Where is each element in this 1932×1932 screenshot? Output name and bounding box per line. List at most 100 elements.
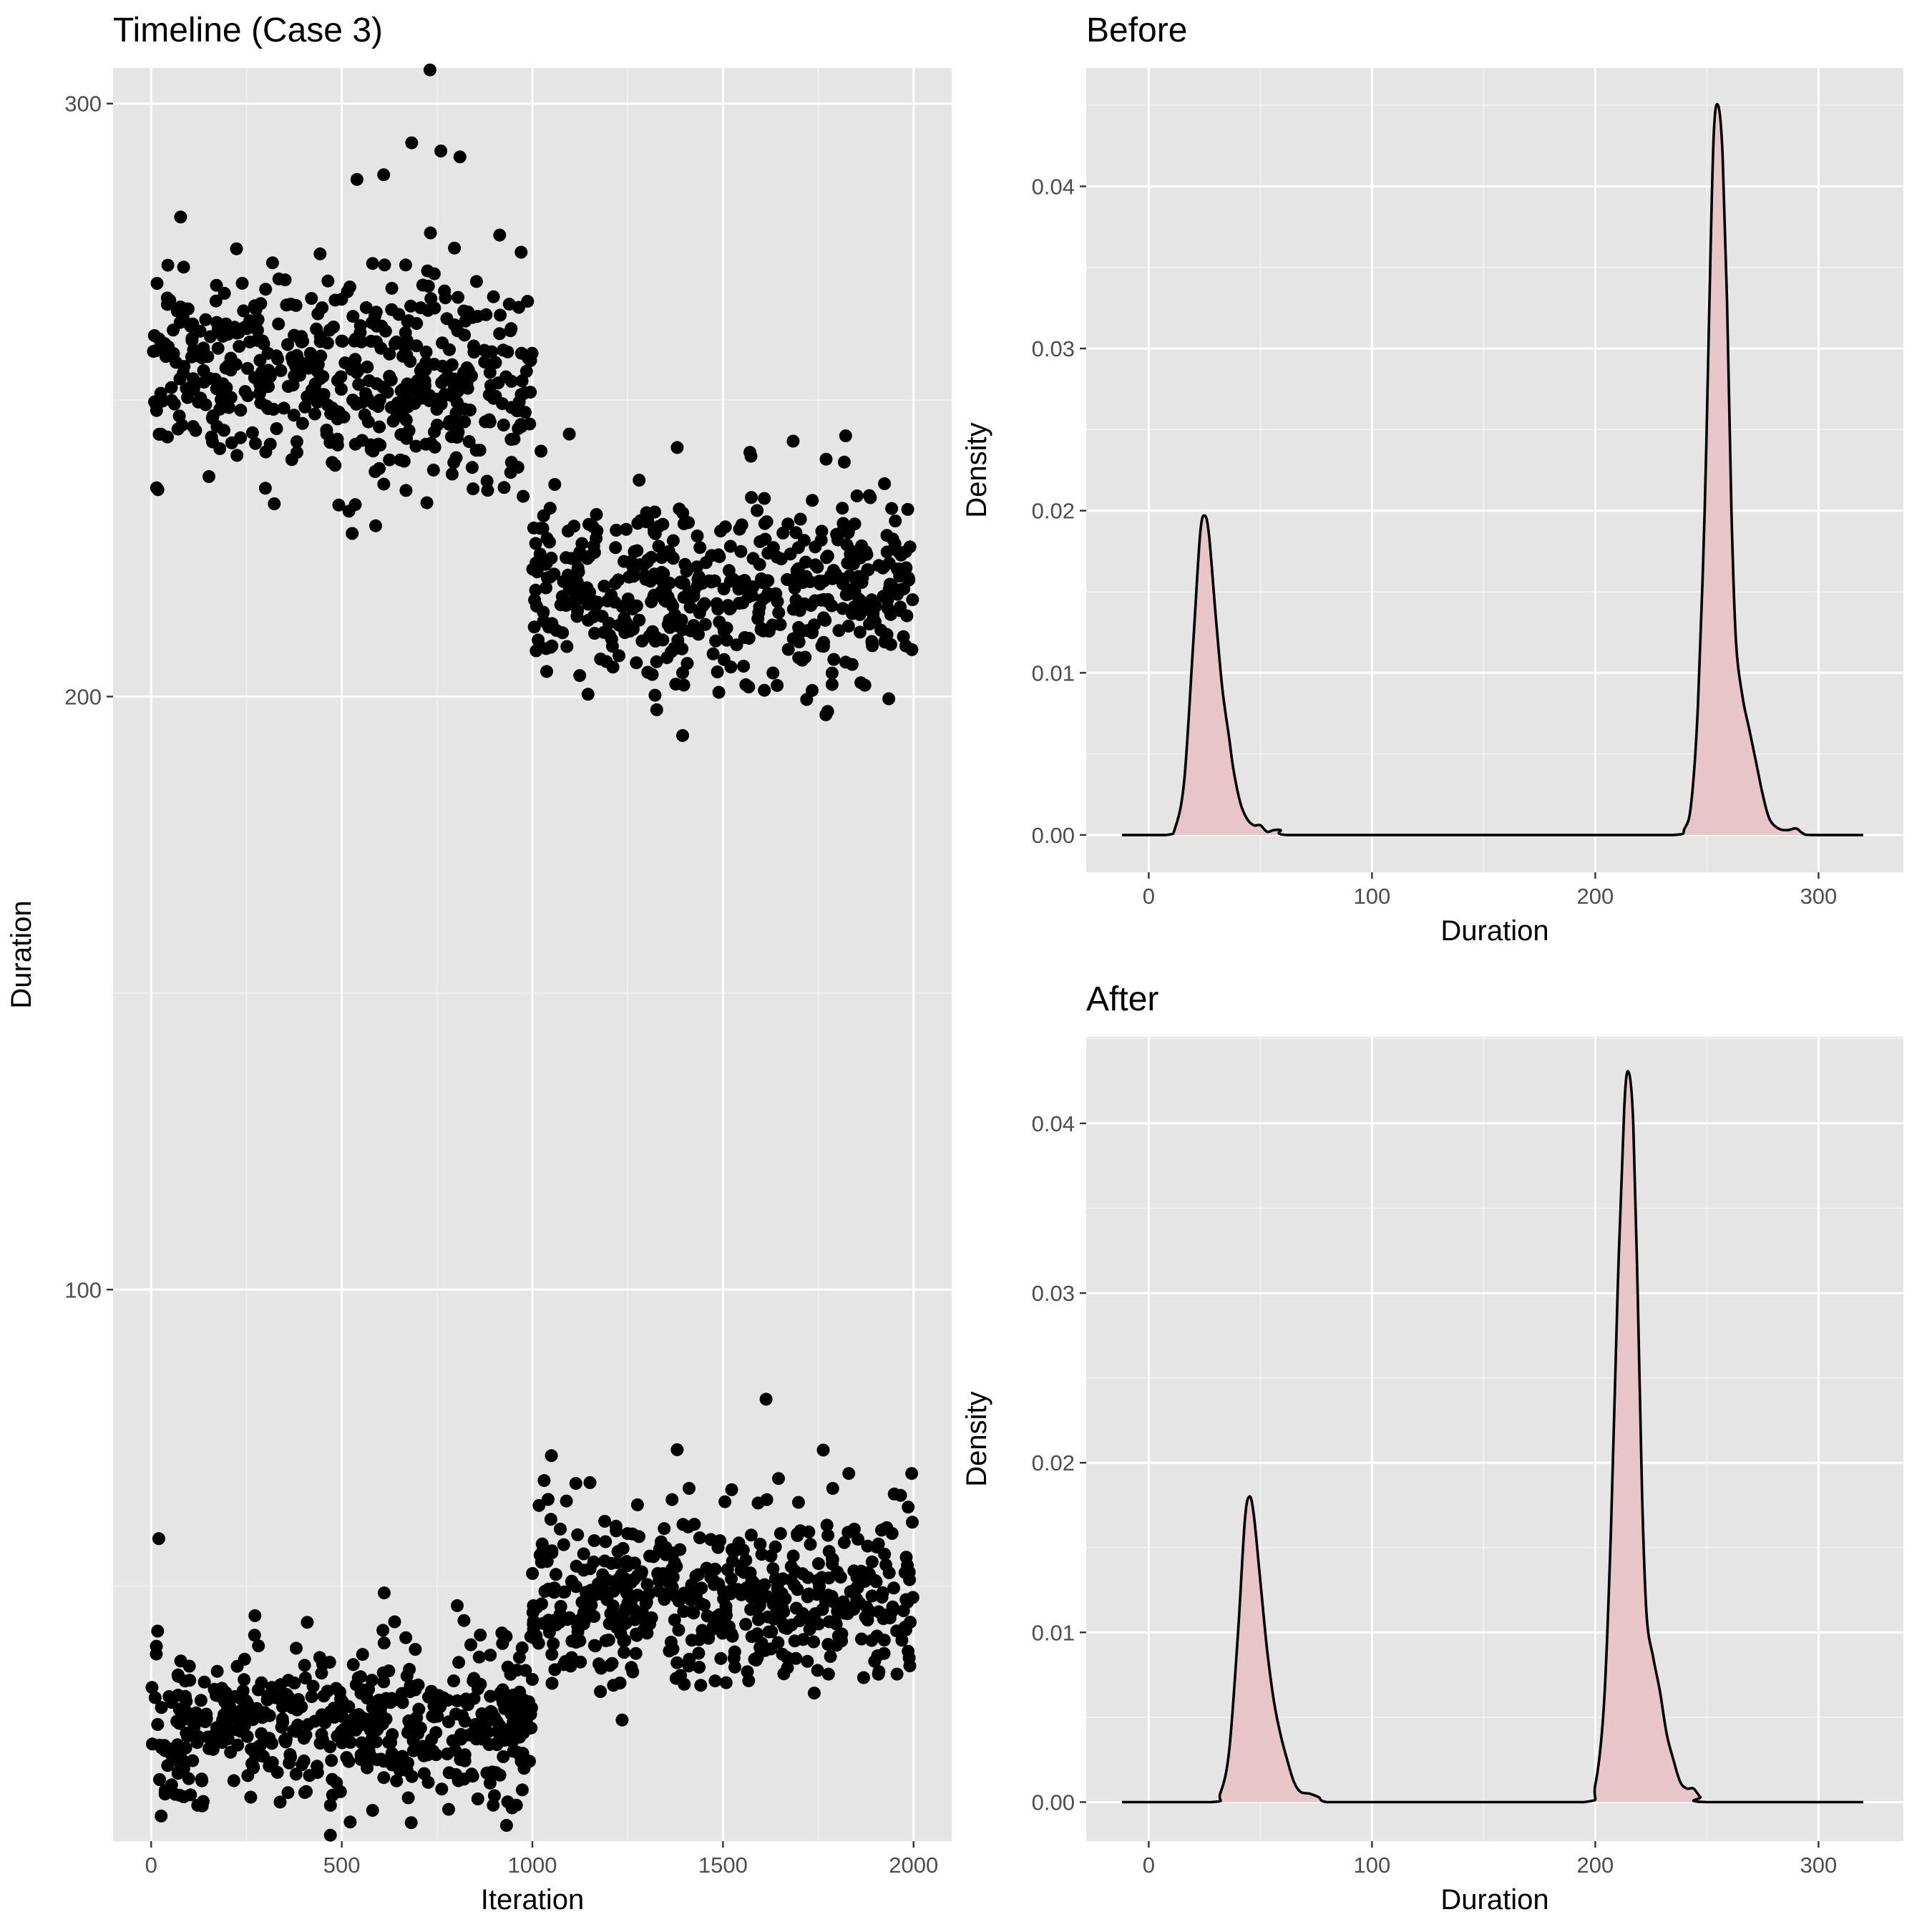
x-tick-label: 200 xyxy=(1577,884,1614,909)
scatter-point xyxy=(510,1712,524,1726)
scatter-point xyxy=(621,592,635,605)
scatter-point xyxy=(218,286,231,300)
scatter-point xyxy=(206,435,219,449)
scatter-point xyxy=(641,514,655,527)
scatter-point xyxy=(748,1652,761,1666)
scatter-point xyxy=(499,1630,513,1643)
scatter-point xyxy=(758,492,771,505)
scatter-point xyxy=(469,444,483,457)
scatter-point xyxy=(865,1634,879,1647)
scatter-point xyxy=(711,602,725,616)
scatter-point xyxy=(411,374,424,388)
scatter-point xyxy=(839,429,852,443)
scatter-point xyxy=(720,633,733,647)
scatter-point xyxy=(698,618,712,631)
x-tick-label: 200 xyxy=(1577,1853,1614,1878)
scatter-point xyxy=(906,1516,919,1529)
scatter-point xyxy=(321,274,335,288)
scatter-point xyxy=(215,391,229,404)
scatter-point xyxy=(894,600,907,614)
scatter-point xyxy=(434,145,448,157)
scatter-point xyxy=(857,1671,870,1684)
scatter-point xyxy=(359,301,373,314)
scatter-point xyxy=(277,401,291,415)
scatter-point xyxy=(594,1685,608,1698)
scatter-point xyxy=(253,353,267,367)
x-tick-label: 500 xyxy=(323,1853,361,1878)
scatter-point xyxy=(530,644,543,658)
scatter-point xyxy=(410,339,424,353)
scatter-point xyxy=(652,1584,665,1598)
scatter-point xyxy=(385,281,399,295)
scatter-point xyxy=(753,1538,767,1551)
scatter-point xyxy=(839,655,852,669)
scatter-point xyxy=(165,381,178,394)
scatter-point xyxy=(658,1522,671,1536)
scatter-point xyxy=(385,303,399,316)
scatter-point xyxy=(670,1560,683,1574)
scatter-point xyxy=(847,1564,861,1578)
scatter-point xyxy=(419,364,432,377)
scatter-point xyxy=(527,1617,540,1631)
scatter-point xyxy=(220,1703,234,1717)
scatter-point xyxy=(311,396,324,409)
scatter-point xyxy=(355,1736,369,1750)
scatter-point xyxy=(510,1664,524,1677)
scatter-point xyxy=(291,446,303,459)
scatter-point xyxy=(540,665,553,678)
scatter-point xyxy=(445,358,459,371)
scatter-point xyxy=(390,335,404,348)
scatter-point xyxy=(751,1496,765,1510)
scatter-point xyxy=(467,1674,480,1688)
scatter-point xyxy=(556,626,570,640)
scatter-point xyxy=(505,1801,519,1815)
scatter-point xyxy=(203,470,215,483)
scatter-point xyxy=(897,582,911,595)
scatter-point xyxy=(460,1697,474,1710)
scatter-point xyxy=(811,1664,824,1677)
scatter-point xyxy=(796,653,809,667)
scatter-point xyxy=(512,421,525,435)
scatter-point xyxy=(161,258,175,272)
scatter-point xyxy=(670,441,684,454)
scatter-point xyxy=(583,1476,597,1489)
scatter-point xyxy=(171,1738,185,1752)
scatter-point xyxy=(153,1773,166,1786)
scatter-point xyxy=(155,1701,168,1714)
scatter-point xyxy=(481,484,494,497)
scatter-point xyxy=(525,1673,539,1686)
scatter-point xyxy=(577,1547,590,1561)
scatter-point xyxy=(489,1766,503,1780)
scatter-point xyxy=(435,1782,449,1796)
y-tick-label: 200 xyxy=(64,684,102,709)
scatter-point xyxy=(519,406,532,419)
scatter-point xyxy=(303,1769,316,1782)
scatter-point xyxy=(446,1734,459,1747)
scatter-point xyxy=(890,562,904,576)
scatter-point xyxy=(364,438,378,452)
scatter-point xyxy=(510,1728,524,1742)
scatter-point xyxy=(759,1392,773,1406)
scatter-point xyxy=(232,326,245,339)
scatter-point xyxy=(458,415,472,429)
scatter-point xyxy=(248,1609,262,1622)
scatter-point xyxy=(331,432,344,446)
scatter-point xyxy=(369,1710,381,1724)
scatter-point xyxy=(528,593,542,607)
scatter-point xyxy=(442,1715,455,1729)
scatter-point xyxy=(799,555,812,569)
scatter-point xyxy=(753,1599,766,1612)
scatter-point xyxy=(147,345,160,358)
scatter-point xyxy=(841,1526,855,1539)
scatter-point xyxy=(393,1764,406,1777)
scatter-point xyxy=(185,333,199,347)
scatter-point xyxy=(836,602,849,615)
scatter-point xyxy=(643,630,656,643)
scatter-point xyxy=(261,1689,275,1703)
scatter-point xyxy=(860,1600,874,1614)
scatter-point xyxy=(826,1482,839,1496)
scatter-point xyxy=(452,291,464,304)
scatter-point xyxy=(288,1677,301,1689)
scatter-point xyxy=(527,620,541,634)
scatter-point xyxy=(512,395,526,409)
